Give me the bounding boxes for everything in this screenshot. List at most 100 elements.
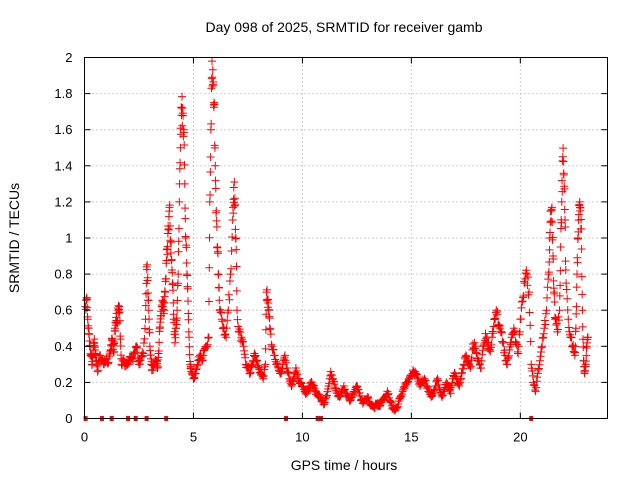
data-point [239,342,248,351]
data-point [228,215,237,224]
data-point [207,119,216,128]
data-point [495,321,504,330]
data-point [548,218,557,227]
data-point [169,298,178,307]
data-point [547,217,556,226]
data-point [278,360,287,369]
data-point [140,324,149,333]
data-point [169,286,178,295]
data-point [413,373,422,382]
data-point [208,65,217,74]
data-point [137,351,146,360]
data-point [576,203,585,212]
data-point [185,333,194,342]
data-point [206,191,215,200]
data-point [232,245,241,254]
data-point [555,291,564,300]
y-tick-label: 0.8 [54,267,72,282]
data-point [193,360,202,369]
data-point [542,306,551,315]
y-tick-label: 0.4 [54,339,72,354]
data-point [258,372,267,381]
data-point [264,305,273,314]
data-point [230,177,239,186]
data-point [562,285,571,294]
data-point [114,301,123,310]
data-point [577,224,586,233]
data-point [273,359,282,368]
data-point [375,402,384,411]
data-point [206,167,215,176]
x-axis-label: GPS time / hours [291,457,398,473]
data-point [179,132,188,141]
data-point [340,385,349,394]
data-point [569,341,578,350]
data-point [583,333,592,342]
data-point [295,374,304,383]
data-point [477,363,486,372]
data-point [504,351,513,360]
data-point [158,297,167,306]
data-point [180,140,189,149]
data-point [544,268,553,277]
data-point [271,355,280,364]
axis-ticks [84,57,608,419]
data-point [547,203,556,212]
data-point [115,307,124,316]
data-point [438,391,447,400]
data-point [246,368,255,377]
data-point [205,233,214,242]
data-point [387,398,396,407]
data-point [155,338,164,347]
data-point [544,275,553,284]
data-point [497,328,506,337]
data-point [526,321,535,330]
data-point [555,306,564,315]
data-point [261,360,270,369]
data-point [264,298,273,307]
data-point [363,392,372,401]
data-point [523,273,532,282]
data-point [224,290,233,299]
data-point [273,362,282,371]
data-point [284,368,293,377]
data-point [303,385,312,394]
data-point [170,338,179,347]
data-point [534,364,543,373]
data-point [267,340,276,349]
data-point [558,176,567,185]
data-point [175,224,184,233]
data-point [269,345,278,354]
gridlines [84,57,608,419]
data-point [522,266,531,275]
data-point [350,387,359,396]
data-point [478,346,487,355]
data-point [236,328,245,337]
data-point [533,369,542,378]
data-point [532,377,541,386]
data-point [519,292,528,301]
data-point [499,338,508,347]
data-point [139,338,148,347]
data-point [167,255,176,264]
data-point [153,362,162,371]
data-point [161,274,170,283]
data-point [287,382,296,391]
data-point [557,197,566,206]
y-tick-label: 1.2 [54,194,72,209]
data-point [535,360,544,369]
data-point [525,308,534,317]
data-point [183,271,192,280]
data-point [180,179,189,188]
y-tick-label: 0.2 [54,375,72,390]
data-point [225,277,234,286]
data-point [110,338,119,347]
data-point [267,342,276,351]
data-point [213,249,222,258]
data-point [518,297,527,306]
data-point [239,337,248,346]
data-point [163,242,172,251]
data-point [477,356,486,365]
data-point [159,305,168,314]
